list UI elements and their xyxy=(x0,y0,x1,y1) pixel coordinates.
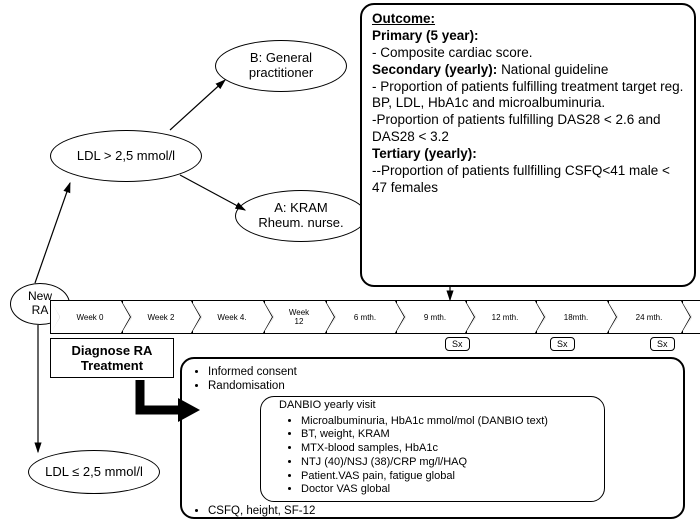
arrows-svg xyxy=(0,0,700,518)
